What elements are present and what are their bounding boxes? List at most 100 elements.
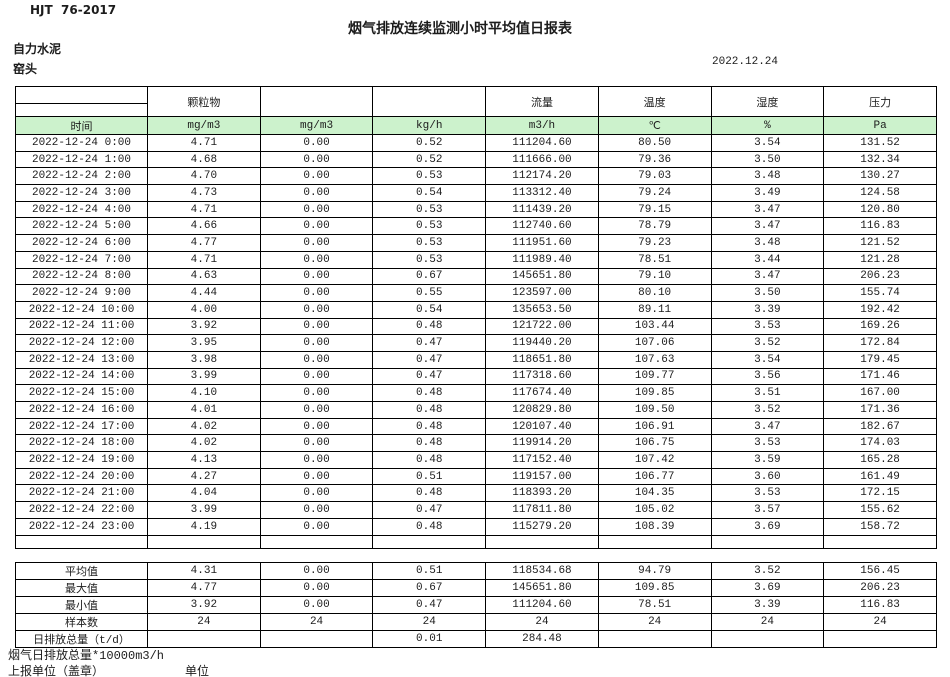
value-cell: 3.48 xyxy=(710,234,825,252)
unit-pa: Pa xyxy=(823,116,937,135)
value-cell: 0.00 xyxy=(259,417,374,436)
value-cell: 0.52 xyxy=(372,134,487,152)
time-cell: 2022-12-24 2:00 xyxy=(15,167,148,186)
value-cell: 123597.00 xyxy=(485,284,599,302)
time-cell: 2022-12-24 21:00 xyxy=(15,484,148,503)
value-cell: 3.49 xyxy=(710,184,825,202)
header-particulate: 颗粒物 xyxy=(147,86,261,117)
hourly-row: 2022-12-24 3:00 4.73 0.00 0.54 113312.40 79.2… xyxy=(15,184,937,202)
value-cell: 109.77 xyxy=(597,367,712,386)
value-cell: 0.52 xyxy=(372,150,487,169)
hourly-row: 2022-12-24 8:00 4.63 0.00 0.67 145651.80 79.1… xyxy=(15,267,937,286)
value-cell: 4.27 xyxy=(147,467,261,486)
hourly-row: 2022-12-24 2:00 4.70 0.00 0.53 112174.20 79.0… xyxy=(15,167,937,186)
summary-table: 平均值 4.31 0.00 0.51 118534.68 94.79 3.52 156.45 最… xyxy=(15,562,937,648)
value-cell: 0.53 xyxy=(372,250,487,269)
value-cell: 3.56 xyxy=(710,367,825,386)
value-cell: 0.48 xyxy=(372,517,487,536)
value-cell: 4.13 xyxy=(147,451,261,469)
value-cell: 0.00 xyxy=(259,134,374,152)
value-cell: 24 xyxy=(710,613,825,631)
value-cell: 115279.20 xyxy=(485,517,599,536)
value-cell: 105.02 xyxy=(597,501,712,519)
value-cell: 117152.40 xyxy=(485,451,599,469)
summary-label-cell: 最小值 xyxy=(15,596,148,614)
value-cell: 103.44 xyxy=(597,317,712,336)
value-cell: 79.10 xyxy=(597,267,712,286)
value-cell: 0.48 xyxy=(372,417,487,436)
value-cell: 0.00 xyxy=(259,517,374,536)
value-cell: 4.68 xyxy=(147,150,261,169)
value-cell: 4.02 xyxy=(147,417,261,436)
value-cell: 3.44 xyxy=(710,250,825,269)
value-cell: 171.46 xyxy=(823,367,937,386)
summary-row: 样本数 24 24 24 24 24 24 24 xyxy=(15,613,937,631)
blank-cell xyxy=(485,534,599,549)
summary-row: 最大值 4.77 0.00 0.67 145651.80 109.85 3.69 206.23 xyxy=(15,579,937,597)
value-cell: 107.06 xyxy=(597,334,712,352)
hourly-row: 2022-12-24 13:00 3.98 0.00 0.47 118651.80 107… xyxy=(15,350,937,369)
value-cell: 0.48 xyxy=(372,317,487,336)
value-cell: 0.47 xyxy=(372,367,487,386)
value-cell: 3.52 xyxy=(710,401,825,419)
value-cell: 3.53 xyxy=(710,484,825,503)
time-cell: 2022-12-24 16:00 xyxy=(15,401,148,419)
value-cell: 106.91 xyxy=(597,417,712,436)
value-cell: 111204.60 xyxy=(485,596,599,614)
summary-label-cell: 最大值 xyxy=(15,579,148,597)
value-cell: 4.00 xyxy=(147,300,261,319)
value-cell: 111989.40 xyxy=(485,250,599,269)
value-cell: 4.63 xyxy=(147,267,261,286)
value-cell: 0.00 xyxy=(259,267,374,286)
value-cell: 109.50 xyxy=(597,401,712,419)
value-cell: 116.83 xyxy=(823,596,937,614)
unit-kg-h: kg/h xyxy=(372,116,487,135)
hourly-row: 2022-12-24 12:00 3.95 0.00 0.47 119440.20 107… xyxy=(15,334,937,352)
value-cell: 111439.20 xyxy=(485,200,599,219)
value-cell: 155.74 xyxy=(823,284,937,302)
value-cell: 171.36 xyxy=(823,401,937,419)
value-cell: 113312.40 xyxy=(485,184,599,202)
value-cell: 169.26 xyxy=(823,317,937,336)
value-cell: 78.51 xyxy=(597,596,712,614)
value-cell: 79.36 xyxy=(597,150,712,169)
value-cell: 3.52 xyxy=(710,562,825,580)
value-cell: 3.39 xyxy=(710,596,825,614)
value-cell: 0.48 xyxy=(372,451,487,469)
value-cell: 119440.20 xyxy=(485,334,599,352)
value-cell: 284.48 xyxy=(485,630,599,648)
value-cell: 0.47 xyxy=(372,334,487,352)
value-cell: 116.83 xyxy=(823,217,937,236)
company-name: 自力水泥 xyxy=(13,42,62,56)
blank-cell xyxy=(372,534,487,549)
value-cell: 0.55 xyxy=(372,284,487,302)
group-header-row: 颗粒物 流量 温度 湿度 压力 xyxy=(15,86,937,117)
value-cell: 4.77 xyxy=(147,579,261,597)
value-cell: 78.79 xyxy=(597,217,712,236)
value-cell: 0.67 xyxy=(372,579,487,597)
time-cell: 2022-12-24 18:00 xyxy=(15,434,148,453)
value-cell: 0.00 xyxy=(259,451,374,469)
value-cell: 120.80 xyxy=(823,200,937,219)
value-cell: 156.45 xyxy=(823,562,937,580)
header-humidity: 湿度 xyxy=(710,86,825,117)
hourly-row: 2022-12-24 16:00 4.01 0.00 0.48 120829.80 109… xyxy=(15,401,937,419)
value-cell: 0.54 xyxy=(372,184,487,202)
value-cell: 3.99 xyxy=(147,367,261,386)
value-cell: 120107.40 xyxy=(485,417,599,436)
value-cell: 79.03 xyxy=(597,167,712,186)
hourly-row: 2022-12-24 20:00 4.27 0.00 0.51 119157.00 106… xyxy=(15,467,937,486)
value-cell: 24 xyxy=(485,613,599,631)
summary-row: 最小值 3.92 0.00 0.47 111204.60 78.51 3.39 116.83 xyxy=(15,596,937,614)
unit-header-row: 时间 mg/m3 mg/m3 kg/h m3/h ℃ % Pa xyxy=(15,116,937,135)
value-cell: 0.00 xyxy=(259,596,374,614)
value-cell: 0.01 xyxy=(372,630,487,648)
value-cell: 4.02 xyxy=(147,434,261,453)
value-cell: 3.52 xyxy=(710,334,825,352)
value-cell: 4.77 xyxy=(147,234,261,252)
value-cell: 112174.20 xyxy=(485,167,599,186)
header-corner-top-cell xyxy=(15,86,148,104)
blank-cell xyxy=(597,534,712,549)
value-cell: 107.42 xyxy=(597,451,712,469)
time-cell: 2022-12-24 5:00 xyxy=(15,217,148,236)
